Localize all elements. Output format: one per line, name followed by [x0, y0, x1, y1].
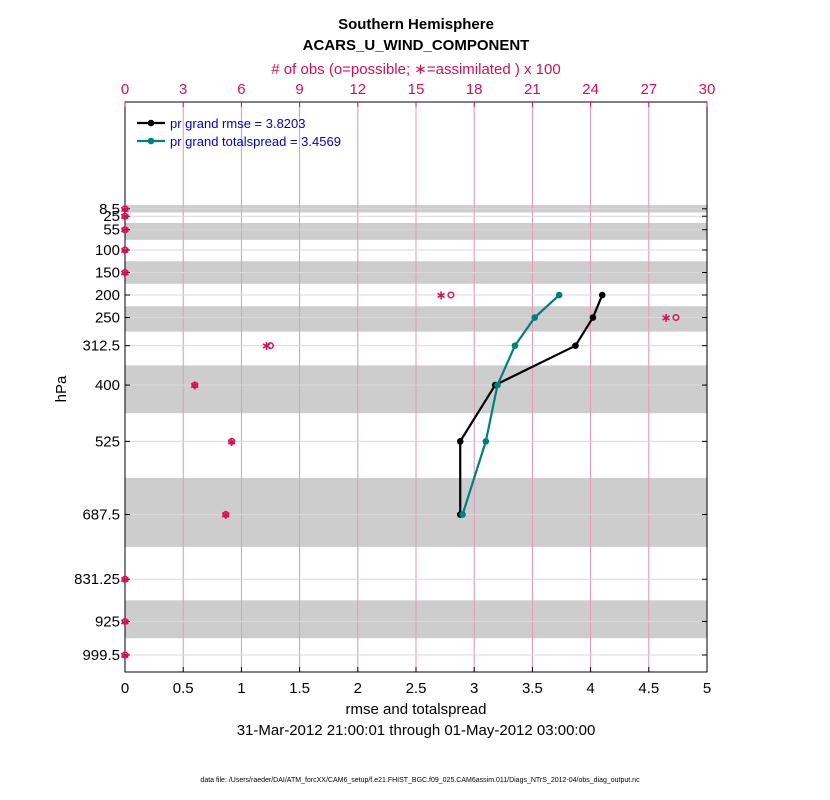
top-tick-label: 18: [466, 81, 483, 98]
obs-possible-marker: [267, 342, 275, 350]
y-tick-label: 8.5: [99, 201, 120, 218]
series-line-2: [461, 294, 560, 515]
obs-assimilated-marker: ∗: [120, 244, 131, 259]
top-tick-label: 30: [699, 81, 716, 98]
legend-marker-1: [147, 119, 155, 127]
y-tick-label: 55: [103, 222, 120, 239]
x-tick-label: 1.5: [289, 680, 310, 697]
obs-possible-marker: [121, 226, 129, 234]
series-point: [531, 314, 539, 321]
y-tick-label: 925: [95, 613, 120, 630]
y-tick-label: 100: [95, 242, 120, 259]
top-axis-label: # of obs (o=possible; ∗=assimilated ) x …: [271, 61, 560, 78]
top-tick-label: 0: [121, 81, 129, 98]
y-tick-label: 250: [95, 310, 120, 327]
top-tick-label: 24: [582, 81, 599, 98]
obs-assimilated-marker: ∗: [120, 649, 131, 664]
series-layer: [456, 291, 606, 518]
y-tick-label: 312.5: [82, 338, 120, 355]
obs-assimilated-marker: ∗: [661, 311, 672, 326]
obs-possible-marker: [121, 617, 129, 625]
x-tick-label: 0.5: [173, 680, 194, 697]
top-tick-label: 15: [408, 81, 425, 98]
obs-assimilated-marker: ∗: [120, 266, 131, 281]
y-tick-label: 400: [95, 377, 120, 394]
y-tick-label: 200: [95, 287, 120, 304]
x-tick-label: 5: [703, 680, 711, 697]
obs-assimilated-marker: ∗: [220, 508, 231, 523]
top-tick-label: 27: [640, 81, 657, 98]
chart-title: Southern Hemisphere: [338, 16, 494, 33]
obs-possible-marker: [191, 381, 199, 389]
top-tick-label: 3: [179, 81, 187, 98]
x-tick-label: 4: [586, 680, 594, 697]
series-point: [589, 314, 597, 321]
x-tick-label: 3: [470, 680, 478, 697]
y-tick-label: 525: [95, 433, 120, 450]
x-axis-label: rmse and totalspread: [346, 701, 487, 718]
series-point: [459, 511, 466, 518]
obs-assimilated-marker: ∗: [120, 615, 131, 630]
x-tick-label: 1: [237, 680, 245, 697]
obs-assimilated-marker: ∗: [436, 289, 447, 304]
y-tick-label: 25: [103, 208, 120, 225]
obs-possible-marker: [121, 651, 129, 659]
x-tick-label: 2.5: [406, 680, 427, 697]
series-point: [482, 438, 490, 445]
y-axis-label: hPa: [53, 375, 70, 402]
top-tick-label: 21: [524, 81, 541, 98]
x-tick-label: 4.5: [638, 680, 659, 697]
date-range: 31-Mar-2012 21:00:01 through 01-May-2012…: [237, 722, 596, 739]
legend-marker-2: [147, 137, 155, 145]
x-tick-label: 2: [354, 680, 362, 697]
y-tick-label: 831.25: [74, 571, 120, 588]
obs-possible-marker: [121, 269, 129, 277]
x-tick-label: 0: [121, 680, 129, 697]
x-tick-label: 3.5: [522, 680, 543, 697]
series-point: [555, 291, 563, 299]
obs-possible-marker: [228, 437, 236, 445]
obs-assimilated-marker: ∗: [261, 339, 272, 354]
obs-possible-marker: [121, 575, 129, 583]
top-tick-label: 12: [349, 81, 366, 98]
obs-assimilated-marker: ∗: [189, 379, 200, 394]
y-tick-label: 687.5: [82, 507, 120, 524]
obs-possible-marker: [121, 205, 129, 213]
top-tick-label: 6: [237, 81, 245, 98]
y-tick-label: 999.5: [82, 647, 120, 664]
obs-possible-marker: [672, 314, 680, 322]
obs-assimilated-marker: ∗: [120, 210, 131, 225]
obs-assimilated-marker: ∗: [120, 223, 131, 238]
obs-count-layer: ∗∗∗∗∗∗∗∗∗∗∗∗∗∗: [120, 202, 680, 664]
y-tick-label: 150: [95, 265, 120, 282]
top-tick-label: 9: [295, 81, 303, 98]
series-point: [572, 342, 579, 349]
series-point: [456, 438, 464, 445]
series-point: [511, 342, 519, 349]
series-point: [598, 291, 606, 299]
footnote: data file: /Users/raeder/DAI/ATM_forcXX/…: [200, 777, 640, 784]
legend-label-2: pr grand totalspread = 3.4569: [170, 134, 341, 149]
obs-assimilated-marker: ∗: [120, 202, 131, 217]
obs-possible-marker: [121, 246, 129, 254]
obs-assimilated-marker: ∗: [120, 573, 131, 588]
axis-ticks: 0 0.5 1 1.5 2 2.5 3 3.5 4 4.5 5 0 3 6 9 12 15 18 21 24 27 30 8…: [74, 81, 715, 697]
legend-label-1: pr grand rmse = 3.8203: [170, 116, 306, 131]
obs-assimilated-marker: ∗: [226, 435, 237, 450]
legend: pr grand rmse = 3.8203 pr grand totalspre…: [137, 116, 341, 149]
obs-possible-marker: [121, 212, 129, 220]
series-point: [494, 381, 501, 389]
series-line-1: [459, 294, 604, 515]
obs-possible-marker: [222, 511, 230, 519]
obs-possible-marker: [447, 291, 455, 299]
chart-subtitle: ACARS_U_WIND_COMPONENT: [303, 37, 530, 54]
grid-lines: [125, 102, 707, 672]
